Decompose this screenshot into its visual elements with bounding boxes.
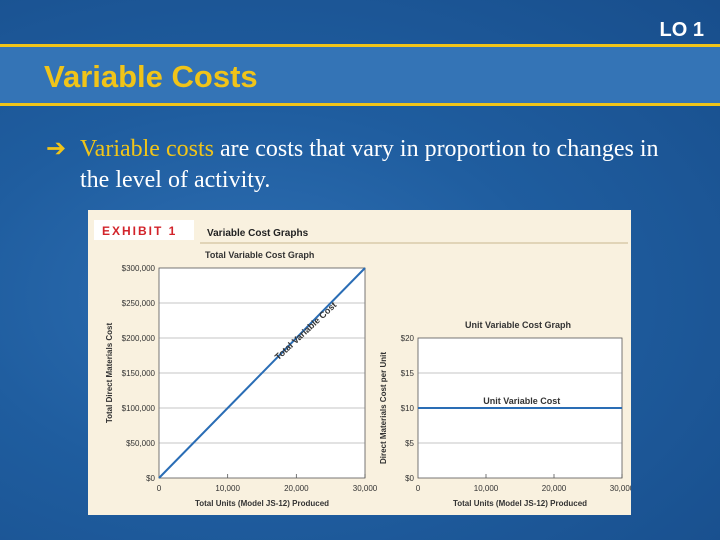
chart2-series-label: Unit Variable Cost	[483, 396, 560, 406]
y-tick-label: $50,000	[126, 439, 155, 448]
x-tick-label: 0	[157, 484, 162, 493]
x-tick-label: 0	[416, 484, 421, 493]
bullet-text: Variable costs are costs that vary in pr…	[46, 134, 676, 196]
x-tick-label: 10,000	[474, 484, 499, 493]
chart1-xlabel: Total Units (Model JS-12) Produced	[195, 499, 329, 508]
arrow-right-icon: ➔	[46, 136, 67, 162]
chart1-ylabel: Total Direct Materials Cost	[105, 323, 114, 424]
x-tick-label: 20,000	[542, 484, 567, 493]
y-tick-label: $0	[146, 474, 155, 483]
bullet-term: Variable costs	[80, 136, 214, 162]
unit-variable-cost-chart: Unit Variable Cost Graph $0 $5 $10 $15 $20 0…	[379, 320, 631, 508]
chart2-ylabel: Direct Materials Cost per Unit	[379, 352, 388, 464]
x-tick-label: 30,000	[610, 484, 631, 493]
y-tick-label: $250,000	[122, 299, 156, 308]
exhibit-panel: EXHIBIT 1 Variable Cost Graphs Total Var…	[88, 210, 631, 515]
chart1-title: Total Variable Cost Graph	[205, 250, 314, 260]
chart2-xlabel: Total Units (Model JS-12) Produced	[453, 499, 587, 508]
y-tick-label: $0	[405, 474, 414, 483]
y-tick-label: $20	[401, 334, 415, 343]
y-tick-label: $100,000	[122, 404, 156, 413]
y-tick-label: $15	[401, 369, 415, 378]
y-tick-label: $150,000	[122, 369, 156, 378]
slide-title: Variable Costs	[44, 59, 258, 94]
chart2-title: Unit Variable Cost Graph	[465, 320, 571, 330]
y-tick-label: $10	[401, 404, 415, 413]
bullet-point: ➔ Variable costs are costs that vary in …	[46, 134, 676, 196]
y-tick-label: $5	[405, 439, 414, 448]
total-variable-cost-chart: Total Variable Cost Graph $0 $50,000 $100,…	[105, 250, 378, 508]
bullet-rest: are costs that vary in proportion to cha…	[80, 136, 659, 193]
learning-objective-label: LO 1	[659, 19, 704, 41]
y-tick-label: $200,000	[122, 334, 156, 343]
exhibit-graphs: EXHIBIT 1 Variable Cost Graphs Total Var…	[94, 220, 631, 508]
exhibit-badge-box	[94, 220, 194, 240]
y-tick-label: $300,000	[122, 264, 156, 273]
chart1-series-line	[158, 267, 366, 479]
x-tick-label: 20,000	[284, 484, 309, 493]
x-tick-label: 30,000	[353, 484, 378, 493]
exhibit-badge: EXHIBIT 1	[102, 224, 177, 238]
exhibit-heading: Variable Cost Graphs	[207, 228, 309, 239]
x-tick-label: 10,000	[215, 484, 240, 493]
title-band: Variable Costs	[0, 44, 720, 106]
